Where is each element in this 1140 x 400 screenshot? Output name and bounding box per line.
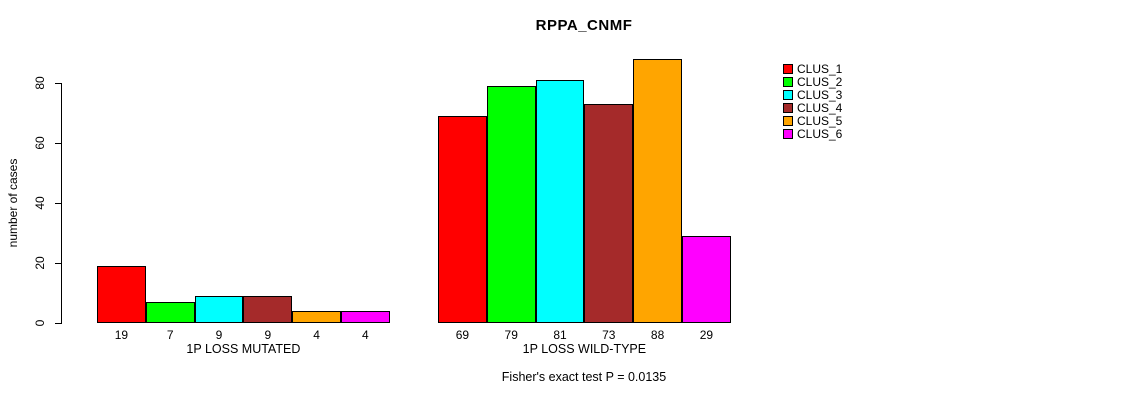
legend-label: CLUS_2 bbox=[797, 74, 843, 89]
bar-value-label: 19 bbox=[114, 328, 129, 342]
legend-swatch-clus_2 bbox=[783, 76, 793, 87]
bar-value-label: 29 bbox=[699, 328, 714, 342]
y-tick-mark bbox=[55, 202, 61, 204]
bar-clus_5-1 bbox=[292, 311, 341, 323]
y-tick-mark bbox=[55, 142, 61, 144]
bar-clus_2-1 bbox=[145, 302, 195, 323]
bar-value-label: 81 bbox=[553, 328, 567, 342]
bar-value-label: 9 bbox=[215, 328, 223, 342]
fisher-test-annotation: Fisher's exact test P = 0.0135 bbox=[501, 370, 667, 384]
bar-clus_4-2 bbox=[584, 104, 634, 323]
bar-clus_3-2 bbox=[535, 80, 585, 323]
bar-value-label: 7 bbox=[166, 328, 174, 342]
legend-label: CLUS_1 bbox=[797, 62, 843, 76]
y-axis-line bbox=[61, 83, 62, 324]
y-tick-mark bbox=[55, 82, 61, 84]
legend-label: CLUS_6 bbox=[797, 126, 843, 141]
y-tick-label: 60 bbox=[33, 136, 47, 150]
bar-clus_3-1 bbox=[194, 296, 244, 323]
y-tick-mark bbox=[55, 322, 61, 324]
bar-clus_2-2 bbox=[486, 86, 536, 323]
bar-value-label: 4 bbox=[313, 328, 320, 342]
bar-clus_5-2 bbox=[633, 59, 682, 323]
bar-clus_4-1 bbox=[243, 296, 293, 323]
y-tick-label: 0 bbox=[33, 319, 47, 327]
legend-label: CLUS_4 bbox=[797, 100, 843, 115]
bar-value-label: 9 bbox=[264, 328, 272, 342]
group-label: 1P LOSS WILD-TYPE bbox=[522, 342, 647, 356]
bar-value-label: 73 bbox=[602, 328, 616, 342]
legend-label: CLUS_5 bbox=[797, 113, 843, 128]
bar-value-label: 69 bbox=[455, 328, 470, 342]
y-tick-label: 20 bbox=[33, 256, 47, 270]
group-label: 1P LOSS MUTATED bbox=[186, 342, 301, 356]
chart-title: RPPA_CNMF bbox=[535, 17, 633, 34]
bar-clus_6-1 bbox=[341, 311, 390, 323]
legend-swatch-clus_6 bbox=[783, 128, 793, 139]
y-tick-label: 40 bbox=[33, 196, 47, 210]
bar-clus_6-2 bbox=[682, 236, 731, 323]
legend-swatch-clus_3 bbox=[783, 89, 793, 100]
bar-value-label: 88 bbox=[650, 328, 665, 342]
bar-clus_1-1 bbox=[97, 266, 146, 323]
legend-label: CLUS_3 bbox=[797, 87, 843, 102]
legend-swatch-clus_4 bbox=[783, 102, 793, 113]
bar-value-label: 4 bbox=[362, 328, 369, 342]
y-tick-mark bbox=[55, 262, 61, 264]
bar-clus_1-2 bbox=[438, 116, 487, 323]
legend-swatch-clus_1 bbox=[783, 64, 793, 74]
y-tick-label: 80 bbox=[33, 76, 47, 90]
legend-swatch-clus_5 bbox=[783, 115, 793, 126]
y-axis-label: number of cases bbox=[6, 158, 20, 248]
bar-value-label: 79 bbox=[504, 328, 518, 342]
